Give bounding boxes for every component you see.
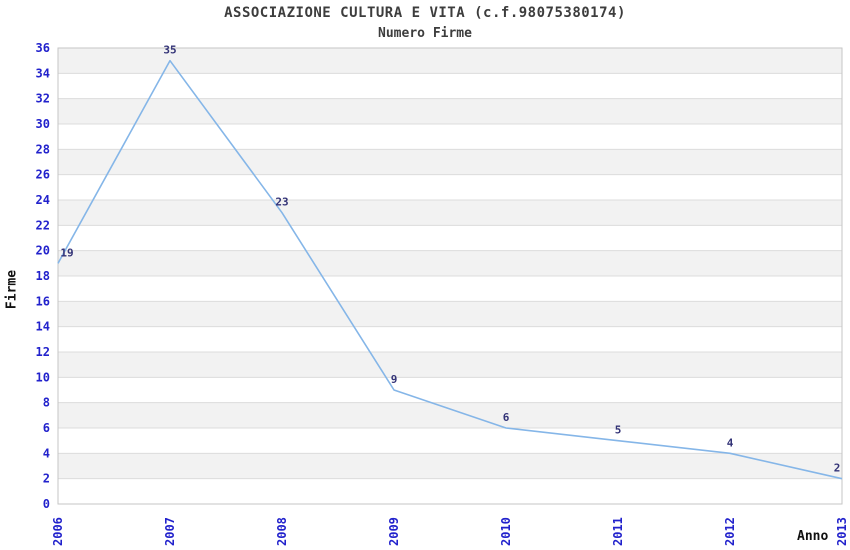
x-tick-label: 2006 — [51, 517, 65, 546]
plot-border — [57, 47, 843, 505]
y-tick-label: 14 — [36, 320, 50, 334]
grid-band — [58, 453, 842, 479]
y-tick-label: 8 — [43, 396, 50, 410]
y-tick-label: 2 — [43, 472, 50, 486]
series-line — [57, 59, 843, 480]
y-tick-label: 28 — [36, 142, 50, 156]
y-tick-label: 18 — [36, 269, 50, 283]
grid-band — [58, 48, 842, 74]
data-point-label: 9 — [391, 373, 398, 386]
y-tick-label: 34 — [36, 66, 50, 80]
y-tick-label: 20 — [36, 244, 50, 258]
y-tick-label: 16 — [36, 294, 50, 308]
x-axis-label: Anno — [797, 529, 829, 544]
y-tick-label: 32 — [36, 92, 50, 106]
grid-band — [58, 149, 842, 175]
x-tick-label: 2011 — [611, 517, 625, 546]
data-point-label: 2 — [834, 462, 841, 475]
y-tick-label: 22 — [36, 218, 50, 232]
grid-band — [58, 250, 842, 276]
y-tick-label: 10 — [36, 370, 50, 384]
data-point-label: 6 — [503, 411, 510, 424]
x-tick-label: 2007 — [163, 517, 177, 546]
data-point-label: 35 — [163, 44, 176, 57]
grid-band — [58, 301, 842, 327]
y-tick-label: 24 — [36, 193, 50, 207]
y-tick-label: 4 — [43, 446, 50, 460]
data-point-label: 23 — [275, 196, 288, 209]
x-tick-label: 2013 — [835, 517, 849, 546]
y-tick-label: 12 — [36, 345, 50, 359]
y-tick-label: 6 — [43, 421, 50, 435]
grid-band — [58, 200, 842, 226]
x-tick-label: 2012 — [723, 517, 737, 546]
grid-band — [58, 98, 842, 124]
data-point-label: 19 — [60, 246, 73, 259]
y-tick-label: 30 — [36, 117, 50, 131]
chart-subtitle: Numero Firme — [378, 26, 472, 41]
y-tick-label: 36 — [36, 41, 50, 55]
grid-band — [58, 352, 842, 378]
x-tick-label: 2008 — [275, 517, 289, 546]
chart-title: ASSOCIAZIONE CULTURA E VITA (c.f.9807538… — [224, 5, 626, 21]
x-tick-label: 2009 — [387, 517, 401, 546]
y-tick-label: 26 — [36, 168, 50, 182]
y-tick-label: 0 — [43, 497, 50, 511]
grid-band — [58, 402, 842, 428]
data-point-label: 5 — [615, 424, 622, 437]
x-tick-label: 2010 — [499, 517, 513, 546]
data-point-label: 4 — [727, 436, 734, 449]
